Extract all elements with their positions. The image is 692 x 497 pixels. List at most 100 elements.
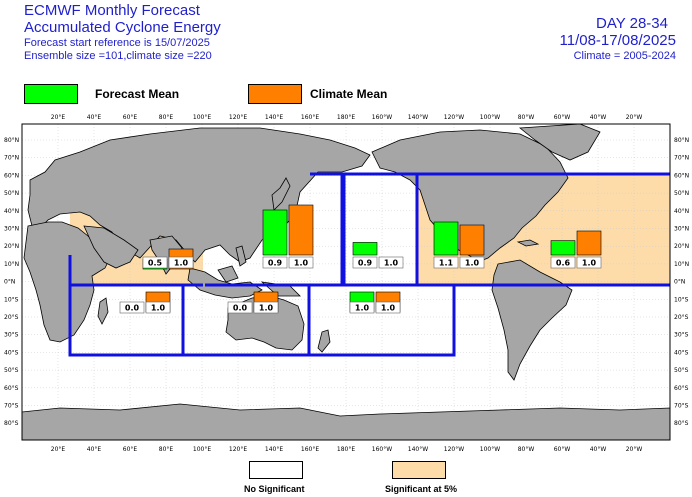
west-pacific-bars: 0.9 1.0 — [262, 204, 314, 269]
longitude-label: 80°E — [159, 446, 174, 453]
east-pacific-forecast-label: 1.1 — [439, 259, 454, 268]
atlantic-climate-bar — [576, 230, 602, 256]
longitude-label: 160°W — [372, 446, 392, 453]
latitude-label: 20°S — [4, 314, 19, 321]
forecast-mean-swatch — [24, 84, 78, 104]
arabia-landmass — [83, 225, 139, 269]
longitude-labels-top: 20°E 40°E 60°E 80°E 100°E 120°E 140°E 160°E 180°… — [51, 114, 643, 121]
latitude-label: 70°S — [674, 403, 689, 410]
central-pacific-bars: 0.9 1.0 — [352, 242, 404, 269]
latitude-label: 30°N — [674, 226, 689, 233]
ensemble-size: Ensemble size =101,climate size =220 — [24, 50, 212, 62]
longitude-label: 80°E — [159, 114, 174, 121]
atlantic-climate-label-box — [576, 256, 602, 269]
atlantic-forecast-label: 0.6 — [556, 259, 571, 268]
east-pacific-climate-label: 1.0 — [465, 259, 480, 268]
longitude-label: 40°E — [87, 446, 102, 453]
antarctica-landmass — [22, 403, 670, 440]
australian-forecast-label-box — [227, 301, 253, 314]
latitude-label: 40°N — [4, 208, 19, 215]
north-indian-climate-label: 1.0 — [174, 259, 189, 268]
south-pacific-climate-label: 1.0 — [381, 304, 396, 313]
latitude-label: 40°S — [4, 349, 19, 356]
greenland — [518, 124, 601, 161]
longitude-label: 140°E — [265, 446, 283, 453]
australian-climate-label: 1.0 — [259, 304, 274, 313]
longitude-label: 100°E — [193, 114, 211, 121]
title-line-2: Accumulated Cyclone Energy — [24, 19, 221, 36]
longitude-label: 20°W — [626, 114, 643, 121]
latitude-label: 80°N — [4, 137, 19, 144]
madagascar — [97, 297, 109, 325]
longitude-label: 140°W — [408, 446, 428, 453]
longitude-label: 60°E — [123, 446, 138, 453]
latitude-labels-right: 80°N 70°N 60°N 50°N 40°N 30°N 20°N 10°N 0°N 10°S 2… — [674, 137, 689, 427]
continents — [22, 124, 670, 440]
no-significant-label: No Significant — [244, 484, 305, 494]
longitude-label: 20°W — [626, 446, 643, 453]
australian-forecast-label: 0.0 — [233, 304, 248, 313]
east-pacific-climate-bar — [459, 224, 485, 256]
west-pacific-boundary — [205, 172, 344, 287]
central-pacific-climate-label-box — [378, 256, 404, 269]
climate-mean-swatch — [248, 84, 302, 104]
west-pacific-forecast-label-box — [262, 256, 288, 269]
south-pacific-climate-label-box — [375, 301, 401, 314]
latitude-label: 80°N — [674, 137, 689, 144]
north-indian-forecast-label: 0.5 — [148, 259, 163, 268]
caribbean-islands — [516, 239, 540, 247]
latitude-label: 0°N — [674, 279, 685, 286]
longitude-label: 80°W — [518, 446, 535, 453]
south-pacific-forecast-label-box — [349, 301, 375, 314]
longitude-label: 120°W — [444, 114, 464, 121]
day-range: DAY 28-34 — [596, 15, 668, 32]
latitude-label: 50°N — [4, 190, 19, 197]
south-indian-bars: 0.0 1.0 — [119, 291, 171, 314]
longitude-label: 80°W — [518, 114, 535, 121]
latitude-label: 80°S — [674, 420, 689, 427]
australian-climate-label-box — [253, 301, 279, 314]
significant-label: Significant at 5% — [385, 484, 458, 494]
forecast-mean-label: Forecast Mean — [95, 87, 180, 101]
longitude-label: 40°W — [590, 446, 607, 453]
longitude-label: 60°E — [123, 114, 138, 121]
latitude-label: 10°N — [674, 261, 689, 268]
central-pacific-climate-label: 1.0 — [384, 259, 399, 268]
longitude-label: 160°W — [372, 114, 392, 121]
latitude-label: 50°S — [674, 367, 689, 374]
latitude-label: 30°S — [4, 332, 19, 339]
longitude-label: 160°E — [301, 446, 319, 453]
latitude-label: 10°N — [4, 261, 19, 268]
longitude-label: 100°E — [193, 446, 211, 453]
latitude-label: 0°N — [4, 279, 15, 286]
west-pacific-climate-bar — [288, 204, 314, 256]
south-indian-boundary — [68, 285, 185, 357]
longitude-label: 140°E — [265, 114, 283, 121]
longitude-labels-bottom: 20°E 40°E 60°E 80°E 100°E 120°E 140°E 160°E 180°… — [51, 446, 643, 453]
title-line-1: ECMWF Monthly Forecast — [24, 2, 200, 19]
latitude-label: 10°S — [4, 296, 19, 303]
longitude-label: 20°E — [51, 446, 66, 453]
date-range: 11/08-17/08/2025 — [559, 32, 677, 49]
south-pacific-boundary — [309, 285, 456, 357]
longitude-label: 120°W — [444, 446, 464, 453]
latitude-label: 70°N — [674, 155, 689, 162]
philippines — [235, 245, 247, 267]
climate-period: Climate = 2005-2024 — [573, 50, 676, 62]
central-pacific-forecast-label: 0.9 — [358, 259, 373, 268]
basin-boundaries — [68, 172, 670, 357]
longitude-label: 40°E — [87, 114, 102, 121]
latitude-label: 80°S — [4, 420, 19, 427]
south-pacific-forecast-label: 1.0 — [355, 304, 370, 313]
west-pacific-climate-label: 1.0 — [294, 259, 309, 268]
longitude-label: 160°E — [301, 114, 319, 121]
forecast-start: Forecast start reference is 15/07/2025 — [24, 37, 210, 49]
latitude-label: 30°S — [674, 332, 689, 339]
longitude-label: 120°E — [229, 446, 247, 453]
north-indian-bars: 0.5 1.0 — [142, 248, 194, 270]
atlantic-bars: 0.6 1.0 — [550, 230, 602, 269]
latitude-label: 50°S — [4, 367, 19, 374]
latitude-label: 60°S — [4, 385, 19, 392]
latitude-label: 70°N — [4, 155, 19, 162]
latitude-label: 40°N — [674, 208, 689, 215]
